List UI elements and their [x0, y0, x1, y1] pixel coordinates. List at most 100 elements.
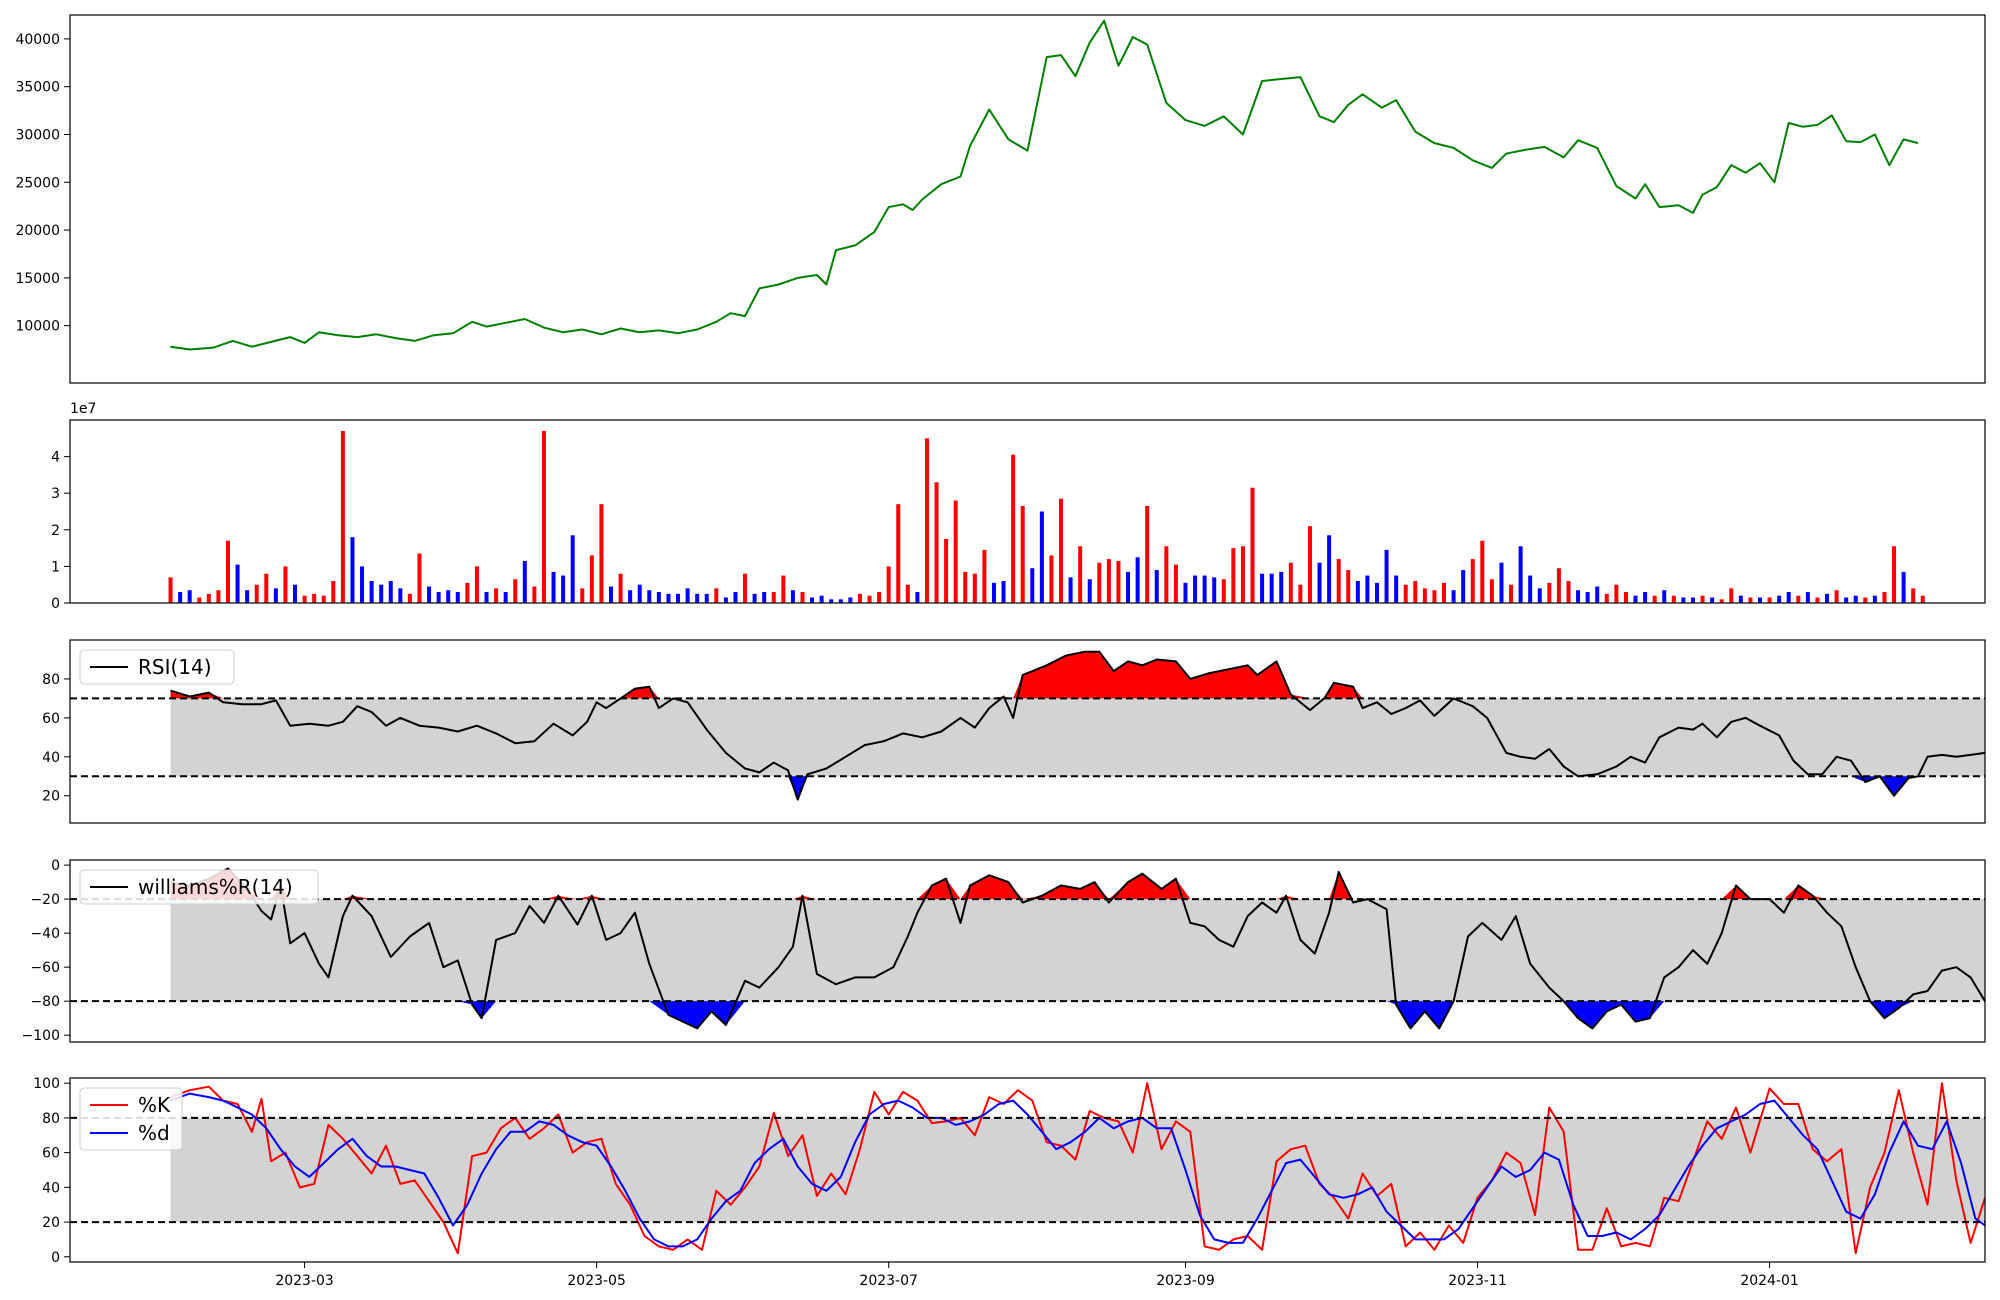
volume-bar: [1863, 597, 1868, 603]
volume-bar: [570, 535, 575, 603]
volume-bar: [972, 573, 977, 603]
volume-bar: [1212, 577, 1217, 603]
volume-bar: [1432, 590, 1437, 603]
volume-bar: [168, 577, 173, 603]
neutral-band: [170, 1117, 1985, 1223]
legend-label: %K: [138, 1093, 171, 1117]
y-tick-label: −100: [22, 1028, 60, 1044]
volume-bar: [944, 538, 949, 603]
volume-bar: [934, 482, 939, 603]
volume-bar: [321, 595, 326, 603]
volume-bar: [580, 588, 585, 603]
overbought-fill: [170, 868, 1985, 900]
y-tick-label: 60: [42, 711, 60, 727]
volume-bar: [1126, 571, 1131, 603]
neutral-band: [170, 698, 1985, 777]
volume-bar: [417, 553, 422, 603]
axes-frame: [69, 14, 1986, 384]
volume-bar: [522, 560, 527, 603]
volume-bar: [1183, 582, 1188, 603]
volume-bar: [513, 579, 518, 603]
volume-bar: [1279, 571, 1284, 603]
neutral-band: [170, 899, 1985, 1002]
volume-bar: [1777, 595, 1782, 603]
volume-bar: [685, 588, 690, 603]
volume-bar: [838, 599, 843, 603]
y-tick-label: 0: [51, 1250, 60, 1266]
volume-bar: [752, 593, 757, 603]
y-tick-label: 0: [51, 858, 60, 874]
volume-bar: [953, 500, 958, 603]
volume-bar: [1729, 588, 1734, 603]
legend-label: %d: [138, 1121, 170, 1145]
volume-bar: [235, 564, 240, 603]
volume-bar: [1327, 535, 1332, 603]
volume-bar: [1566, 581, 1571, 603]
volume-bar: [1011, 454, 1016, 603]
volume-bar: [1116, 560, 1121, 603]
volume-bar: [790, 590, 795, 603]
volume-bar: [963, 571, 968, 603]
y-tick-label: 20: [42, 789, 60, 805]
volume-bar: [1413, 581, 1418, 603]
volume-bar: [1250, 487, 1255, 603]
volume-bar: [762, 592, 767, 603]
y-tick-label: 0: [51, 596, 60, 612]
volume-bar: [771, 592, 776, 603]
volume-bar: [704, 593, 709, 603]
volume-bar: [886, 566, 891, 603]
volume-bar: [1690, 597, 1695, 603]
volume-bar: [1585, 592, 1590, 603]
volume-bar: [1346, 570, 1351, 603]
series-line--d: [170, 1092, 1985, 1248]
volume-bar: [723, 597, 728, 603]
oversold-fill: [170, 1001, 1985, 1029]
volume-bar: [455, 592, 460, 603]
panel-price: 10000 15000 20000 25000 30000 35000 40000: [15, 14, 1986, 384]
volume-bar: [484, 592, 489, 603]
volume-bar: [1710, 597, 1715, 603]
volume-bar: [1547, 582, 1552, 603]
y-tick-label: 60: [42, 1146, 60, 1162]
plot-area-volume: [168, 430, 1925, 603]
volume-bar: [1595, 586, 1600, 603]
legend-box: [79, 869, 319, 905]
volume-bar: [1537, 588, 1542, 603]
volume-bar: [1106, 559, 1111, 603]
volume-bar: [1173, 564, 1178, 603]
volume-bar: [312, 593, 317, 603]
y-tick-label: 35000: [15, 80, 60, 96]
volume-bar: [1623, 592, 1628, 603]
volume-bar: [1662, 590, 1667, 603]
volume-bar: [1298, 584, 1303, 603]
legend: williams%R(14): [79, 869, 319, 905]
volume-bar: [1403, 584, 1408, 603]
volume-bar: [1796, 595, 1801, 603]
legend-label: williams%R(14): [138, 875, 293, 899]
x-tick-label: 2023-03: [275, 1273, 334, 1289]
volume-bar: [264, 573, 269, 603]
volume-bar: [1394, 575, 1399, 603]
volume-bar: [1489, 579, 1494, 603]
volume-bar: [1681, 597, 1686, 603]
panel-stochastic: 0 20 40 60 80 100 2023-03 2023-05 2023-07 2023-09…: [33, 1076, 1986, 1289]
volume-bar: [494, 588, 499, 603]
volume-bar: [245, 590, 250, 603]
volume-bar: [1202, 575, 1207, 603]
volume-bar: [1805, 592, 1810, 603]
volume-bar: [1911, 588, 1916, 603]
volume-bar: [197, 597, 202, 603]
volume-bar: [628, 590, 633, 603]
volume-bar: [743, 573, 748, 603]
volume-bar: [676, 593, 681, 603]
y-tick-label: 10000: [15, 319, 60, 335]
volume-bar: [254, 584, 259, 603]
volume-bar: [1221, 579, 1226, 603]
volume-bar: [1374, 582, 1379, 603]
x-tick-label: 2024-01: [1740, 1273, 1799, 1289]
volume-bar: [273, 588, 278, 603]
volume-bar: [1049, 555, 1054, 603]
volume-bar: [369, 581, 374, 603]
volume-bar: [465, 582, 470, 603]
